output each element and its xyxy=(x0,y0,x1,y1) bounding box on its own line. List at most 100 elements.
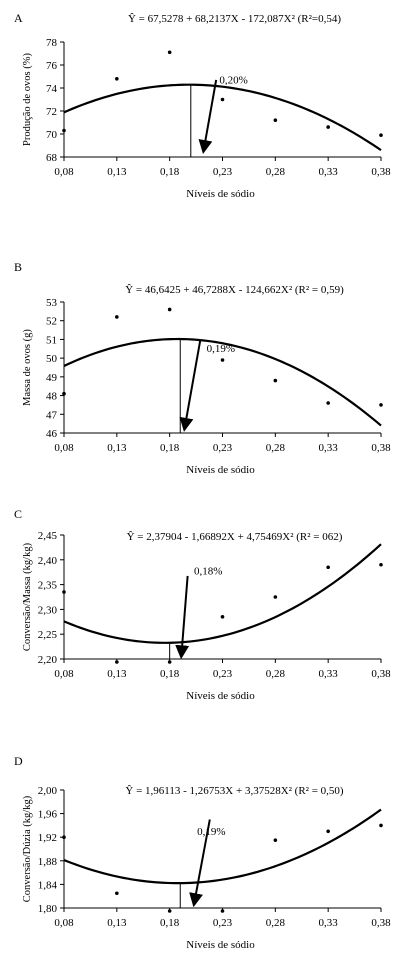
y-tick-label: 50 xyxy=(46,353,58,365)
y-tick-label: 2,40 xyxy=(38,555,58,567)
x-tick-label: 0,23 xyxy=(213,917,233,929)
y-tick-label: 2,25 xyxy=(38,629,58,641)
data-point xyxy=(273,838,278,842)
x-tick-label: 0,08 xyxy=(54,166,74,178)
data-point xyxy=(220,97,225,102)
fitted-curve xyxy=(64,83,382,152)
x-tick-label: 0,23 xyxy=(213,442,233,454)
y-axis-title: Produção de ovos (%) xyxy=(22,52,33,146)
data-point xyxy=(326,829,330,834)
data-point xyxy=(167,909,172,913)
x-tick-label: 0,08 xyxy=(54,442,74,454)
y-tick-label: 1,92 xyxy=(38,832,57,844)
y-tick-label: 49 xyxy=(46,372,58,384)
data-point xyxy=(326,401,330,405)
chart-panel-b: B Ŷ = 46,6425 + 46,7288X - 124,662X² (R² … xyxy=(14,260,391,476)
x-tick-label: 0,08 xyxy=(54,917,74,929)
y-tick-label: 1,88 xyxy=(38,856,58,868)
data-point xyxy=(326,565,330,570)
data-point xyxy=(326,125,330,129)
data-point xyxy=(273,378,278,383)
y-tick-label: 2,30 xyxy=(38,604,58,616)
y-tick-label: 2,20 xyxy=(38,654,58,666)
panel-label: B xyxy=(14,260,22,274)
data-point xyxy=(273,118,278,122)
optimum-annotation: 0,18% xyxy=(194,566,222,578)
data-point xyxy=(115,315,119,319)
x-tick-label: 0,23 xyxy=(213,166,233,178)
x-tick-label: 0,18 xyxy=(160,166,180,178)
y-tick-label: 51 xyxy=(46,334,57,346)
optimum-annotation: 0,19% xyxy=(197,826,225,838)
y-tick-label: 1,84 xyxy=(38,879,58,891)
fitted-curve xyxy=(64,808,382,885)
x-tick-label: 0,33 xyxy=(319,668,339,680)
y-tick-label: 47 xyxy=(46,409,58,421)
y-tick-label: 74 xyxy=(46,83,58,95)
x-tick-label: 0,38 xyxy=(371,917,391,929)
data-point xyxy=(379,403,383,407)
y-tick-label: 1,80 xyxy=(38,903,58,915)
x-tick-label: 0,33 xyxy=(319,166,339,178)
x-tick-label: 0,33 xyxy=(319,442,339,454)
x-tick-label: 0,28 xyxy=(266,442,286,454)
y-tick-label: 72 xyxy=(46,106,57,118)
y-axis-title: Conversão/Dúzia (kg/kg) xyxy=(22,795,33,902)
y-tick-label: 76 xyxy=(46,60,58,72)
y-tick-label: 2,00 xyxy=(38,785,58,797)
y-tick-label: 53 xyxy=(46,297,58,309)
x-tick-label: 0,18 xyxy=(160,917,180,929)
data-point xyxy=(220,615,225,619)
data-point xyxy=(167,307,172,312)
x-tick-label: 0,38 xyxy=(371,442,391,454)
x-axis-title: Níveis de sódio xyxy=(186,939,255,951)
y-tick-label: 78 xyxy=(46,37,58,49)
x-tick-label: 0,38 xyxy=(371,668,391,680)
data-point xyxy=(62,590,66,594)
x-tick-label: 0,23 xyxy=(213,668,233,680)
chart-panel-d: D Ŷ = 1,96113 - 1,26753X + 3,37528X² (R² … xyxy=(14,754,391,951)
data-point xyxy=(115,660,119,664)
y-tick-label: 46 xyxy=(46,428,58,440)
optimum-annotation: 0,19% xyxy=(207,343,235,355)
annotation-arrow xyxy=(175,575,190,660)
x-tick-label: 0,28 xyxy=(266,166,286,178)
x-tick-label: 0,08 xyxy=(54,668,74,680)
y-tick-label: 68 xyxy=(46,152,58,164)
data-point xyxy=(273,595,278,599)
y-tick-label: 48 xyxy=(46,391,58,403)
y-tick-label: 2,35 xyxy=(38,580,58,592)
regression-equation: Ŷ = 46,6425 + 46,7288X - 124,662X² (R² =… xyxy=(125,284,344,296)
annotation-arrow xyxy=(189,819,211,908)
data-point xyxy=(220,909,225,913)
y-tick-label: 52 xyxy=(46,316,57,328)
annotation-arrow xyxy=(198,79,218,155)
regression-equation: Ŷ = 1,96113 - 1,26753X + 3,37528X² (R² =… xyxy=(125,785,344,797)
y-axis-title: Conversão/Massa (kg/kg) xyxy=(22,542,33,651)
x-tick-label: 0,13 xyxy=(107,917,127,929)
x-tick-label: 0,13 xyxy=(107,166,127,178)
data-point xyxy=(379,133,383,137)
data-point xyxy=(115,77,119,81)
y-axis-title: Massa de ovos (g) xyxy=(22,329,33,406)
chart-panel-c: C Ŷ = 2,37904 - 1,66892X + 4,75469X² (R² … xyxy=(14,507,391,702)
data-point xyxy=(115,891,119,896)
x-tick-label: 0,33 xyxy=(319,917,339,929)
x-tick-label: 0,13 xyxy=(107,442,127,454)
data-point xyxy=(379,823,383,828)
data-point xyxy=(62,835,66,839)
x-axis-title: Níveis de sódio xyxy=(186,464,255,476)
annotation-arrow xyxy=(179,339,202,432)
x-tick-label: 0,18 xyxy=(160,442,180,454)
x-tick-label: 0,28 xyxy=(266,917,286,929)
x-tick-label: 0,38 xyxy=(371,166,391,178)
x-axis-title: Níveis de sódio xyxy=(186,690,255,702)
y-tick-label: 1,96 xyxy=(38,809,58,821)
fitted-curve xyxy=(64,337,382,427)
data-point xyxy=(167,50,172,55)
optimum-annotation: 0,20% xyxy=(219,74,247,86)
y-tick-label: 2,45 xyxy=(38,530,58,542)
data-point xyxy=(220,358,225,362)
data-point xyxy=(167,660,172,664)
